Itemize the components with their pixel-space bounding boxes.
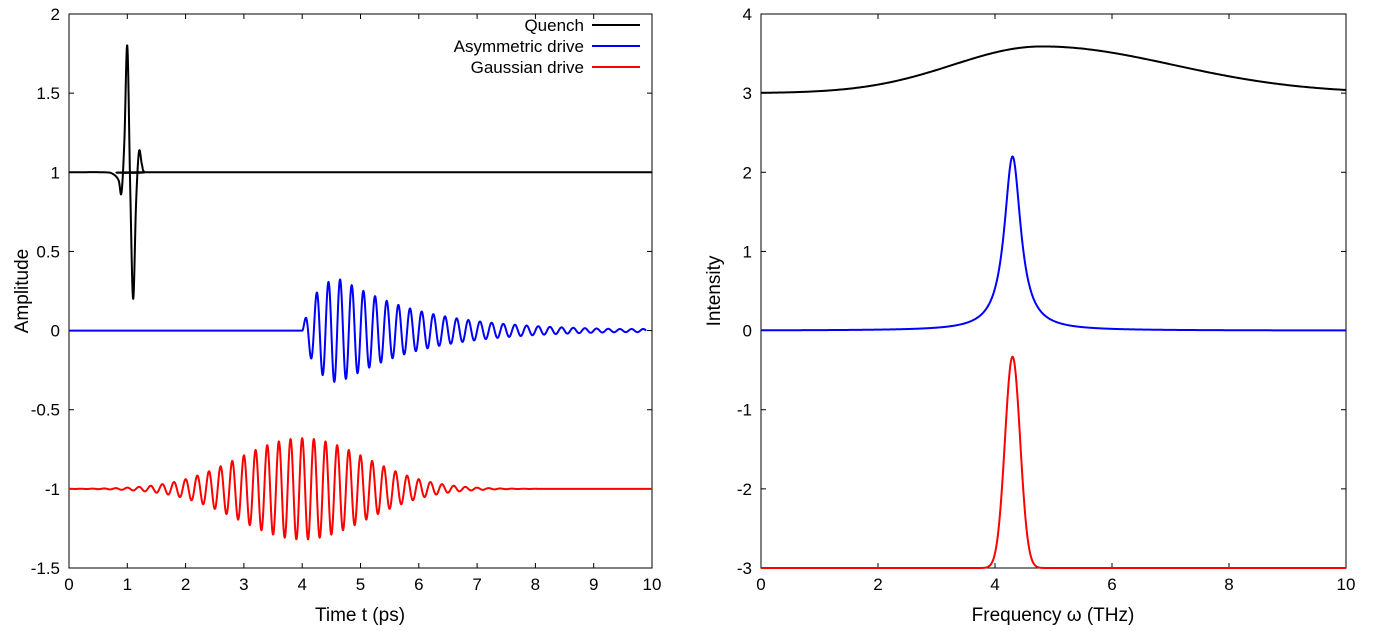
amplitude-chart: 0 1 2 3 4 5 6 7 8 9 10 -1.5 -1 -0.5 0 0.5 1 1.5 2 Time t (… (12, 5, 661, 626)
legend-label-gaussian-drive: Gaussian drive (471, 58, 584, 77)
x-tick-label: 3 (239, 575, 248, 594)
y-tick-label: 3 (743, 84, 752, 103)
x-axis-label: Frequency ω (THz) (972, 605, 1135, 626)
x-tick-label: 5 (356, 575, 365, 594)
y-tick-label: 0 (743, 322, 752, 341)
x-tick-label: 0 (756, 575, 765, 594)
x-tick-label: 4 (297, 575, 306, 594)
y-tick-label: -1 (737, 401, 752, 420)
y-tick-label: -2 (737, 480, 752, 499)
series-line-gaussian-drive (68, 437, 653, 541)
y-tick-label: -3 (737, 559, 752, 578)
legend-label-quench: Quench (524, 16, 584, 35)
y-tick-label: 2 (51, 5, 60, 24)
legend: Quench Asymmetric drive Gaussian drive (454, 16, 640, 77)
x-tick-label: 0 (64, 575, 73, 594)
y-axis-label: Amplitude (12, 249, 33, 334)
series-group (68, 44, 653, 541)
series-group (760, 45, 1347, 569)
x-tick-label: 4 (990, 575, 999, 594)
legend-label-asymmetric-drive: Asymmetric drive (454, 37, 584, 56)
y-tick-label: 2 (743, 163, 752, 182)
x-tick-label: 8 (531, 575, 540, 594)
tick-group: 0 2 4 6 8 10 -3 -2 -1 0 1 2 3 4 (737, 5, 1356, 594)
x-tick-label: 10 (643, 575, 662, 594)
y-tick-label: 4 (743, 5, 752, 24)
spectrum-line-blue (760, 155, 1347, 332)
x-tick-label: 6 (1107, 575, 1116, 594)
plot-frame (760, 13, 1347, 569)
x-tick-label: 2 (181, 575, 190, 594)
x-tick-label: 10 (1337, 575, 1356, 594)
y-tick-label: 1.5 (36, 84, 60, 103)
series-line-asymmetric-drive (68, 278, 647, 383)
plot-frame (68, 13, 653, 569)
x-tick-label: 2 (873, 575, 882, 594)
tick-group: 0 1 2 3 4 5 6 7 8 9 10 -1.5 -1 -0.5 0 0.5 1 1.5 2 (31, 5, 662, 594)
y-tick-label: -1.5 (31, 559, 60, 578)
spectrum-line-black (760, 45, 1347, 94)
x-tick-label: 6 (414, 575, 423, 594)
y-tick-label: 0.5 (36, 242, 60, 261)
x-tick-label: 7 (472, 575, 481, 594)
x-tick-label: 1 (123, 575, 132, 594)
series-line-quench (68, 44, 652, 300)
x-tick-label: 8 (1224, 575, 1233, 594)
y-axis-label: Intensity (704, 255, 725, 326)
y-tick-label: 1 (743, 242, 752, 261)
y-tick-label: 0 (51, 322, 60, 341)
y-tick-label: -1 (45, 480, 60, 499)
y-tick-label: -0.5 (31, 401, 60, 420)
y-tick-label: 1 (51, 163, 60, 182)
x-tick-label: 9 (589, 575, 598, 594)
intensity-chart: 0 2 4 6 8 10 -3 -2 -1 0 1 2 3 4 Frequency ω (THz) Int… (704, 5, 1355, 626)
x-axis-label: Time t (ps) (315, 605, 405, 626)
spectrum-line-red (760, 355, 1347, 569)
